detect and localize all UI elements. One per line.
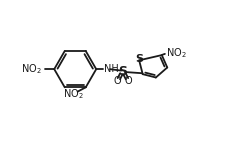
Text: O: O	[124, 76, 132, 86]
Text: O: O	[113, 76, 121, 86]
Text: NO$_2$: NO$_2$	[165, 46, 186, 60]
Text: S: S	[135, 54, 143, 64]
Text: NO$_2$: NO$_2$	[20, 62, 41, 76]
Text: NH: NH	[103, 64, 118, 74]
Text: NO$_2$: NO$_2$	[63, 87, 83, 101]
Text: S: S	[118, 65, 127, 78]
